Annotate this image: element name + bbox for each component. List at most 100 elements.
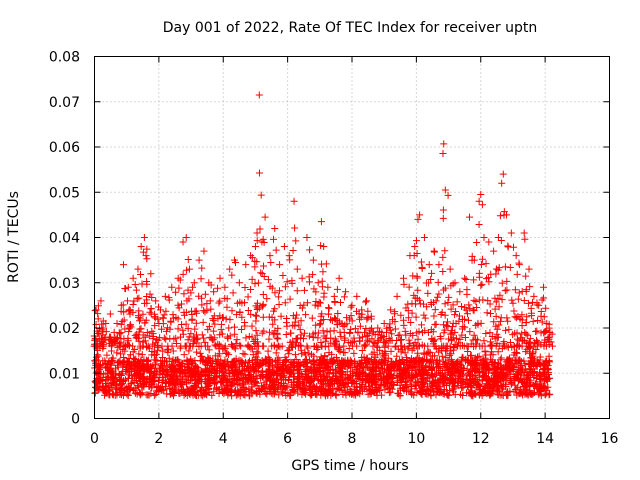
data-point xyxy=(124,283,132,291)
data-point xyxy=(424,329,432,337)
data-point xyxy=(176,276,184,284)
data-point xyxy=(417,258,425,266)
data-point xyxy=(517,334,525,342)
data-point xyxy=(142,391,150,399)
data-point xyxy=(355,366,363,374)
data-point xyxy=(206,357,214,365)
data-point xyxy=(308,387,316,395)
data-point xyxy=(478,255,486,263)
data-point xyxy=(98,320,106,328)
data-point xyxy=(504,357,512,365)
data-point xyxy=(430,312,438,320)
data-point xyxy=(166,390,174,398)
data-point xyxy=(359,375,367,383)
data-point xyxy=(132,376,140,384)
data-point xyxy=(292,314,300,322)
data-point xyxy=(279,271,287,279)
data-point xyxy=(488,333,496,341)
data-point xyxy=(294,334,302,342)
y-tick-label: 0.01 xyxy=(49,366,80,382)
data-point xyxy=(432,297,440,305)
data-point xyxy=(495,303,503,311)
data-point xyxy=(525,359,533,367)
data-point xyxy=(230,374,238,382)
data-point xyxy=(198,301,206,309)
data-point xyxy=(338,382,346,390)
data-point xyxy=(542,304,550,312)
data-point xyxy=(408,309,416,317)
data-point xyxy=(262,368,270,376)
data-point xyxy=(397,335,405,343)
data-point xyxy=(398,342,406,350)
data-point xyxy=(469,358,477,366)
data-point xyxy=(107,368,115,376)
data-point xyxy=(289,247,297,255)
data-point xyxy=(421,314,429,322)
data-point xyxy=(145,375,153,383)
data-point xyxy=(488,383,496,391)
data-point xyxy=(143,255,151,263)
data-point xyxy=(278,388,286,396)
y-tick-label: 0.04 xyxy=(49,231,80,247)
data-point xyxy=(287,329,295,337)
data-point xyxy=(254,279,262,287)
data-point xyxy=(438,352,446,360)
data-point xyxy=(546,329,554,337)
data-point xyxy=(248,275,256,283)
data-point xyxy=(338,368,346,376)
data-point xyxy=(316,356,324,364)
data-point xyxy=(518,322,526,330)
data-point xyxy=(540,294,548,302)
data-point xyxy=(253,305,261,313)
data-point xyxy=(459,315,467,323)
data-point xyxy=(162,335,170,343)
data-point xyxy=(416,211,424,219)
data-point xyxy=(444,391,452,399)
data-point xyxy=(456,369,464,377)
data-point xyxy=(412,367,420,375)
data-point xyxy=(129,274,137,282)
data-point xyxy=(358,306,366,314)
data-point xyxy=(135,294,143,302)
data-point xyxy=(441,247,449,255)
data-point xyxy=(361,371,369,379)
data-point xyxy=(509,299,517,307)
data-point xyxy=(245,385,253,393)
data-point xyxy=(362,358,370,366)
data-point xyxy=(167,363,175,371)
data-point xyxy=(413,294,421,302)
data-point xyxy=(317,353,325,361)
data-point xyxy=(411,358,419,366)
data-point xyxy=(321,352,329,360)
data-point xyxy=(266,356,274,364)
data-point xyxy=(325,342,333,350)
data-point xyxy=(422,376,430,384)
data-point xyxy=(327,316,335,324)
data-point xyxy=(289,386,297,394)
data-point xyxy=(419,387,427,395)
data-point xyxy=(446,360,454,368)
data-point xyxy=(135,307,143,315)
data-point xyxy=(259,235,267,243)
data-point xyxy=(239,350,247,358)
data-point xyxy=(251,263,259,271)
data-point xyxy=(128,362,136,370)
data-point xyxy=(445,293,453,301)
data-point xyxy=(207,334,215,342)
data-point xyxy=(220,390,228,398)
data-point xyxy=(181,389,189,397)
data-point xyxy=(166,325,174,333)
data-point xyxy=(353,292,361,300)
data-point xyxy=(320,332,328,340)
data-point xyxy=(529,350,537,358)
data-point xyxy=(126,385,134,393)
data-point xyxy=(491,359,499,367)
data-point xyxy=(116,358,124,366)
data-point xyxy=(276,261,284,269)
data-point xyxy=(175,284,183,292)
data-point xyxy=(197,387,205,395)
data-point xyxy=(160,311,168,319)
data-point xyxy=(354,389,362,397)
data-point xyxy=(204,326,212,334)
data-point xyxy=(499,385,507,393)
